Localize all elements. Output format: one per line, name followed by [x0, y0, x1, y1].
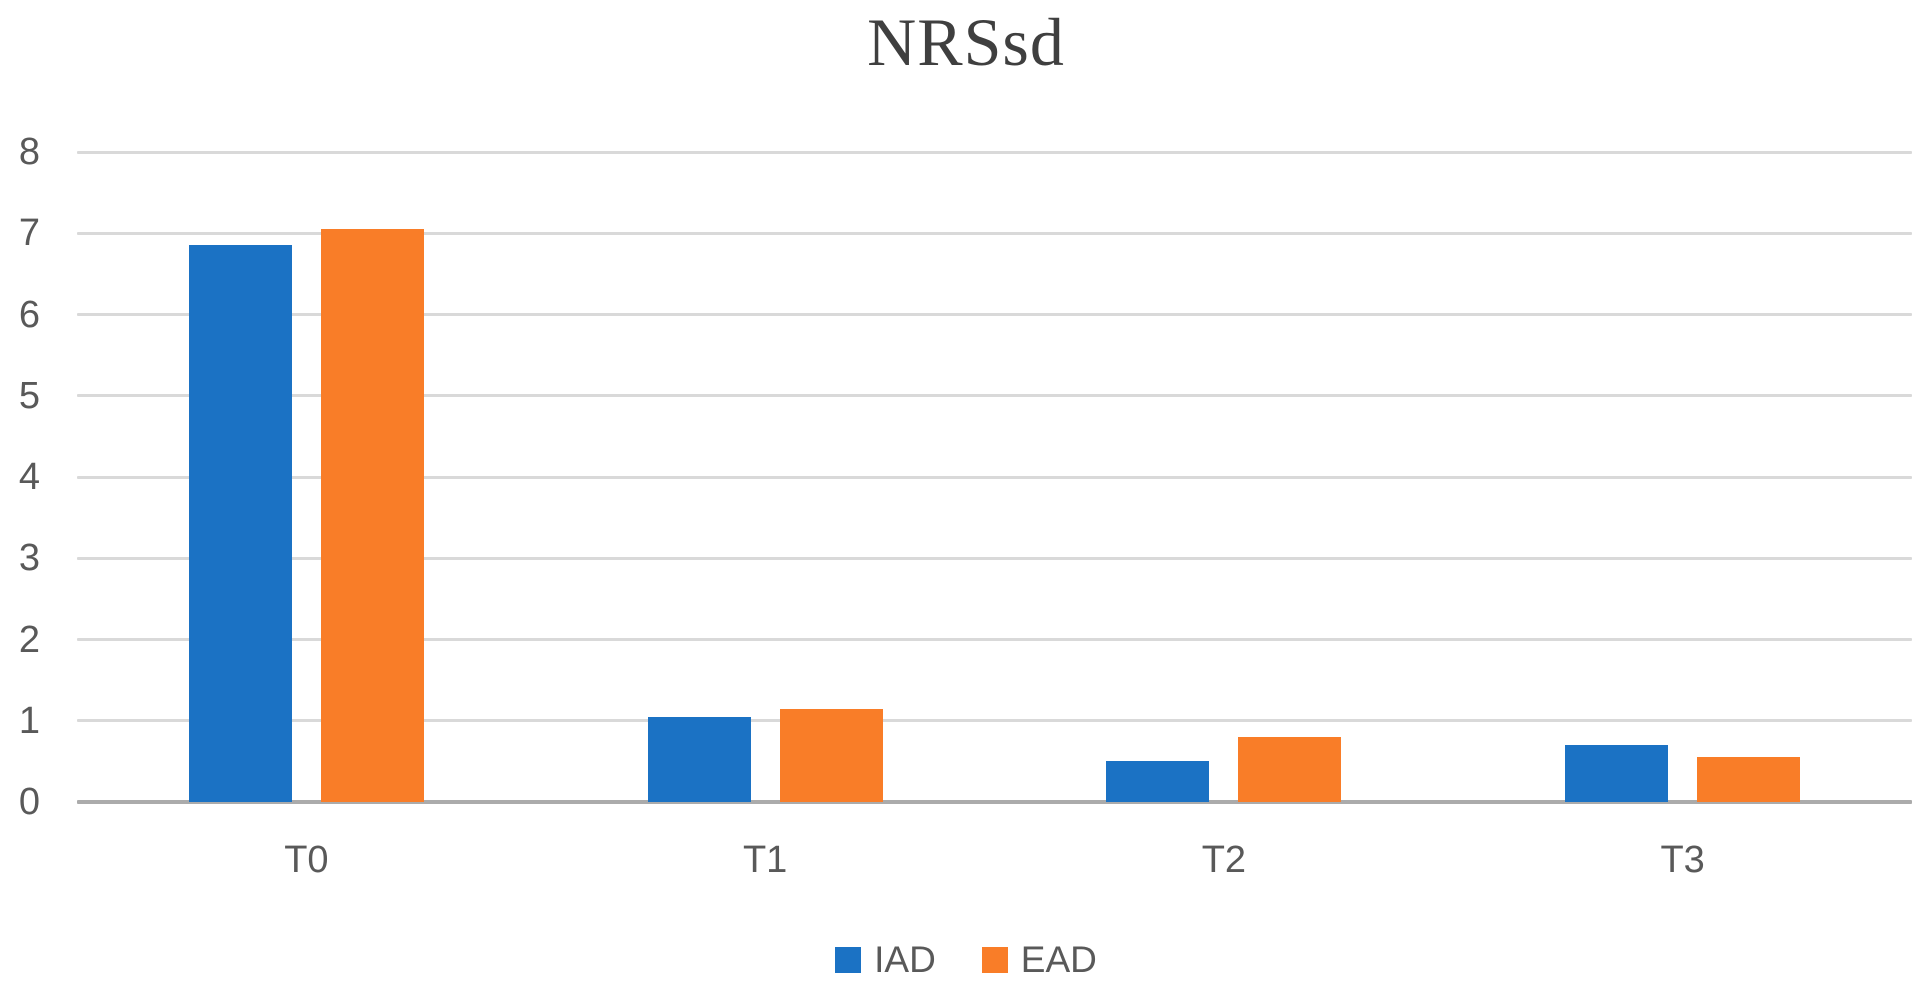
y-axis-tick-label: 7 [18, 212, 40, 255]
y-axis-tick-label: 1 [18, 699, 40, 742]
bar-EAD-T1 [779, 708, 883, 802]
gridline [77, 556, 1912, 560]
x-axis-category-label: T3 [1660, 839, 1705, 881]
legend-label: EAD [1020, 939, 1097, 980]
bar-IAD-T1 [647, 716, 751, 802]
x-axis-line [77, 800, 1912, 804]
gridline [77, 719, 1912, 723]
y-axis-tick-label: 3 [18, 537, 40, 580]
bar-IAD-T2 [1106, 761, 1210, 802]
legend-label: IAD [874, 939, 936, 980]
bar-EAD-T3 [1697, 757, 1801, 802]
chart-title: NRSsd [867, 4, 1065, 80]
y-axis-tick-label: 5 [18, 374, 40, 417]
gridline [77, 231, 1912, 235]
bar-IAD-T0 [188, 245, 292, 802]
gridline [77, 150, 1912, 154]
legend-item-EAD: EAD [981, 939, 1097, 980]
y-axis-tick-label: 2 [18, 618, 40, 661]
gridline [77, 394, 1912, 398]
legend-swatch-EAD [981, 947, 1008, 973]
bar-EAD-T0 [320, 229, 424, 802]
gridline [77, 638, 1912, 641]
bar-IAD-T3 [1565, 745, 1669, 802]
x-axis-category-label: T1 [742, 839, 788, 881]
bar-EAD-T2 [1238, 737, 1342, 802]
legend: IAD EAD [0, 940, 1932, 980]
gridline [77, 313, 1912, 316]
y-axis-tick-label: 8 [18, 131, 40, 173]
y-axis-tick-label: 4 [18, 456, 40, 498]
x-axis-category-label: T0 [284, 839, 329, 881]
legend-item-IAD: IAD [835, 940, 936, 980]
x-axis-category-label: T2 [1201, 839, 1247, 881]
y-axis-tick-label: 6 [18, 293, 40, 336]
legend-swatch-IAD [835, 947, 862, 973]
gridline [77, 475, 1912, 479]
y-axis-tick-label: 0 [18, 781, 40, 823]
